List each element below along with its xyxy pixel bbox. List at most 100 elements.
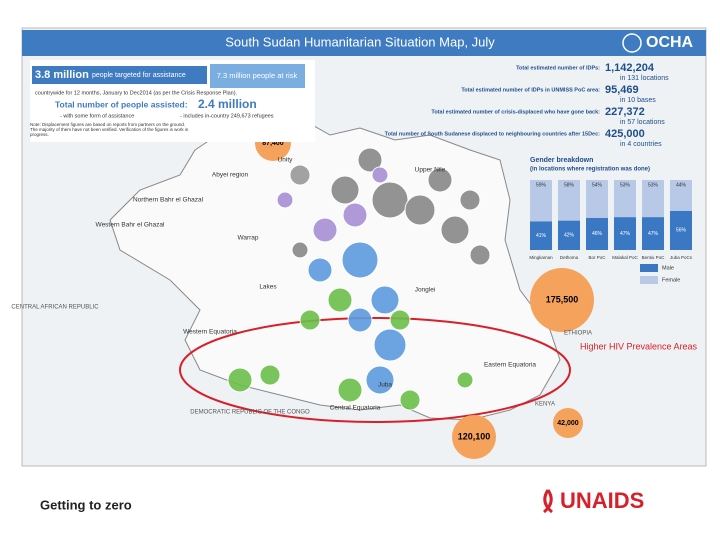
bubble — [327, 287, 353, 313]
refugee-bubble — [530, 268, 594, 332]
male-label: 47% — [620, 231, 631, 237]
bubble — [389, 309, 411, 331]
bubble — [347, 307, 373, 333]
unaids-logo: UNAIDS — [560, 488, 644, 513]
female-label: 53% — [648, 182, 659, 188]
male-bar — [614, 217, 636, 250]
male-label: 41% — [536, 233, 547, 239]
country-label: CENTRAL AFRICAN REPUBLIC — [11, 305, 99, 311]
targeted: 3.8 million — [35, 69, 89, 81]
refugee-bubble — [553, 408, 583, 438]
category-label: Malakal PoC — [612, 255, 638, 260]
period: countrywide for 12 months, January to De… — [35, 90, 238, 96]
bubble — [440, 215, 470, 245]
bubble — [259, 364, 281, 386]
bubble — [373, 328, 407, 362]
stat-label: Total estimated number of IDPs: — [516, 65, 600, 71]
bubble — [469, 244, 491, 266]
category-label: Mingkaman — [529, 255, 553, 260]
female-bar — [530, 180, 552, 222]
bubble — [307, 257, 333, 283]
bubble — [371, 181, 409, 219]
male-label: 56% — [676, 228, 687, 234]
bubble — [427, 167, 453, 193]
refugee-label: 87,400 — [262, 140, 284, 147]
bubble — [370, 285, 400, 315]
bubble — [289, 164, 311, 186]
refugee-label: 175,500 — [546, 294, 579, 304]
region-label: Lakes — [259, 284, 277, 291]
country-label: KENYA — [535, 402, 555, 408]
female-label: 53% — [620, 182, 631, 188]
header-bar — [22, 30, 706, 56]
note: Note: Displacement figures are based on … — [30, 122, 189, 137]
male-bar — [670, 210, 692, 250]
stat-label: Total estimated number of IDPs in UNMISS… — [461, 87, 600, 93]
bubble — [399, 389, 421, 411]
bubble — [459, 189, 481, 211]
refugees-note: - includes in-country 249,673 refugees — [180, 113, 274, 119]
category-label: Dethoma — [560, 255, 579, 260]
female-label: 54% — [592, 182, 603, 188]
female-bar — [614, 180, 636, 218]
stat-value: 1,142,204 — [605, 62, 655, 74]
female-bar — [586, 180, 608, 218]
category-label: Bor PoC — [588, 255, 606, 260]
bubble — [357, 147, 383, 173]
bubble — [276, 191, 294, 209]
ribbon — [542, 489, 554, 514]
male-label: 46% — [592, 231, 603, 237]
female-bar — [558, 180, 580, 221]
stat-detail: in 10 bases — [620, 97, 656, 104]
annotation: Higher HIV Prevalence Areas — [580, 341, 698, 351]
category-label: Bentiu PoC — [642, 255, 666, 260]
assisted: 2.4 million — [198, 97, 257, 111]
female-bar — [642, 180, 664, 218]
region-label: Abyei region — [212, 172, 249, 179]
assisted-note: - with some form of assistance — [60, 113, 134, 119]
male-bar — [586, 217, 608, 250]
female-label: 58% — [564, 182, 575, 188]
category-label: Juba PoCs — [670, 255, 693, 260]
stat-detail: in 131 locations — [620, 75, 669, 82]
region-label: Juba — [378, 382, 392, 389]
stat-detail: in 4 countries — [620, 141, 662, 148]
region-label: Western Equatoria — [183, 329, 237, 336]
stat-value: 425,000 — [605, 128, 645, 140]
region-label: Unity — [278, 157, 294, 164]
male-label: 42% — [564, 233, 575, 239]
male-bar — [558, 220, 580, 250]
country-label: ETHIOPIA — [564, 331, 592, 337]
bubble — [341, 241, 379, 279]
bubble — [456, 371, 474, 389]
gender-chart: Gender breakdown (in locations where regi… — [529, 157, 693, 284]
male-bar — [642, 217, 664, 250]
male-label: 47% — [648, 231, 659, 237]
region-label: Warrap — [237, 235, 258, 242]
stat-label: Total estimated number of crisis-displac… — [431, 109, 600, 115]
bubble — [404, 194, 436, 226]
bubble — [299, 309, 321, 331]
female-label: 59% — [536, 182, 547, 188]
refugee-bubble — [452, 415, 496, 459]
stats: Total estimated number of IDPs: 1,142,204… — [385, 62, 669, 148]
tagline: Getting to zero — [40, 497, 132, 512]
ocha-logo: OCHA — [646, 34, 694, 51]
hiv-ellipse — [179, 317, 571, 423]
targeted-text: people targeted for assistance — [92, 72, 186, 79]
country-label: DEMOCRATIC REPUBLIC OF THE CONGO — [190, 410, 310, 416]
gender-subtitle: (in locations where registration was don… — [530, 167, 650, 173]
note-wrap: Note: Displacement figures are based on … — [30, 122, 189, 137]
at-risk: 7.3 million people at risk — [217, 71, 298, 80]
region-label: Eastern Equatoria — [484, 362, 536, 369]
region-label: Central Equatoria — [330, 405, 381, 412]
bubble — [291, 241, 309, 259]
male-bar — [530, 221, 552, 250]
country-shape — [109, 117, 561, 421]
stat-detail: in 57 locations — [620, 119, 665, 126]
region-label: Western Bahr el Ghazal — [96, 222, 165, 229]
stat-label: Total number of South Sudanese displaced… — [385, 131, 601, 137]
target-bar — [32, 66, 207, 84]
bubble — [371, 166, 389, 184]
